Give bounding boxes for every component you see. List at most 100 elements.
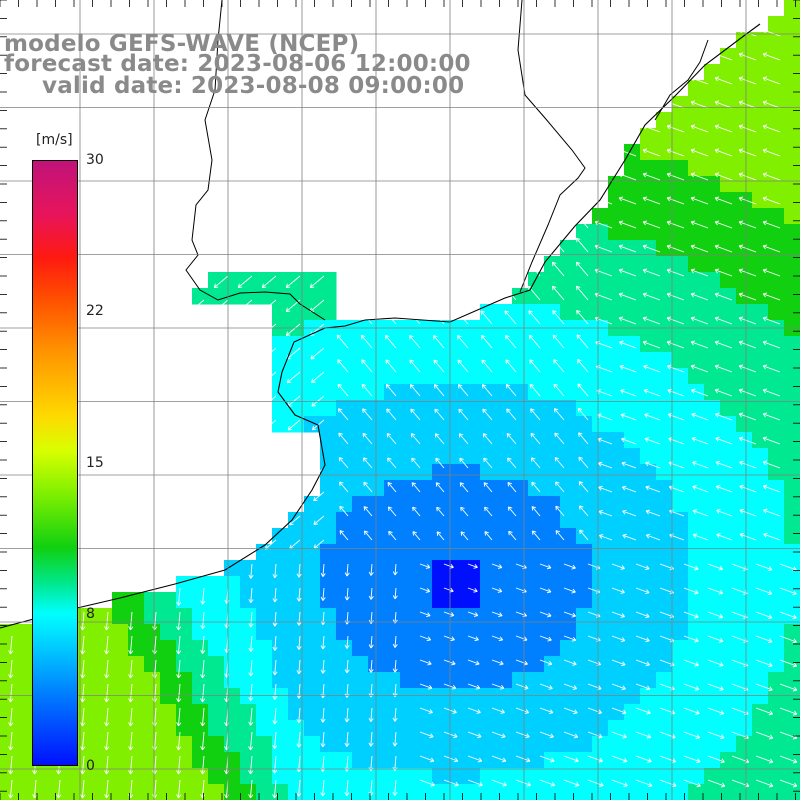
wind-arrow: [621, 485, 637, 493]
field-cell: [320, 464, 337, 481]
field-cell: [496, 304, 513, 321]
wind-arrow: [483, 457, 493, 469]
field-cell: [480, 656, 497, 673]
field-cell: [336, 448, 353, 465]
field-cell: [736, 176, 753, 193]
field-cell: [624, 576, 641, 593]
field-cell: [304, 544, 321, 561]
field-cell: [704, 64, 721, 81]
field-cell: [768, 784, 785, 800]
wind-arrow: [563, 755, 579, 763]
field-cell: [608, 704, 625, 721]
field-cell: [336, 480, 353, 497]
field-cell: [592, 480, 609, 497]
field-cell: [128, 592, 145, 609]
wind-arrow: [690, 292, 709, 301]
field-cell: [432, 752, 449, 769]
field-cell: [256, 672, 273, 689]
wind-arrow: [309, 275, 325, 289]
field-cell: [736, 688, 753, 705]
wind-arrow: [386, 433, 397, 445]
wind-arrow: [554, 457, 565, 469]
field-cell: [608, 256, 625, 273]
field-cell: [624, 688, 641, 705]
field-cell: [720, 352, 737, 369]
field-cell: [352, 416, 369, 433]
wind-arrow: [755, 587, 773, 596]
field-cell: [752, 416, 769, 433]
wind-arrow: [515, 707, 530, 714]
wind-arrow: [763, 532, 781, 541]
wind-arrow: [555, 505, 565, 517]
wind-arrow: [434, 408, 445, 421]
field-cell: [656, 208, 673, 225]
field-cell: [752, 176, 769, 193]
field-cell: [528, 448, 545, 465]
field-cell: [320, 416, 337, 433]
field-cell: [448, 416, 465, 433]
wind-arrow: [738, 196, 757, 205]
field-cell: [160, 688, 177, 705]
wind-arrow: [443, 635, 455, 642]
field-cell: [560, 416, 577, 433]
field-cell: [432, 352, 449, 369]
field-cell: [608, 448, 625, 465]
wind-arrow: [387, 506, 397, 517]
field-cell: [688, 768, 705, 785]
field-cell: [0, 704, 17, 721]
wind-arrow: [779, 779, 798, 788]
field-cell: [144, 704, 161, 721]
field-cell: [240, 768, 257, 785]
field-cell: [656, 240, 673, 257]
wind-arrow: [285, 275, 301, 289]
field-cell: [448, 576, 465, 593]
field-cell: [496, 480, 513, 497]
field-cell: [352, 464, 369, 481]
field-cell: [624, 416, 641, 433]
field-cell: [272, 592, 289, 609]
wind-arrow: [361, 359, 373, 373]
field-cell: [80, 656, 97, 673]
field-cell: [560, 288, 577, 305]
wind-arrow: [762, 484, 781, 493]
field-cell: [768, 224, 785, 241]
field-cell: [608, 480, 625, 497]
field-cell: [288, 352, 305, 369]
field-cell: [608, 208, 625, 225]
field-cell: [480, 768, 497, 785]
field-cell: [432, 480, 449, 497]
wind-arrow: [467, 587, 478, 593]
field-cell: [656, 592, 673, 609]
field-cell: [304, 528, 321, 545]
field-cell: [304, 656, 321, 673]
field-cell: [544, 672, 561, 689]
field-cell: [304, 416, 321, 433]
wind-arrow: [683, 659, 699, 667]
field-cell: [736, 640, 753, 657]
field-cell: [464, 480, 481, 497]
field-cell: [592, 368, 609, 385]
field-cell: [624, 304, 641, 321]
field-cell: [640, 448, 657, 465]
field-cell: [656, 192, 673, 209]
field-cell: [544, 368, 561, 385]
wind-arrow: [104, 611, 110, 631]
wind-arrow: [368, 563, 374, 576]
wind-arrow: [104, 731, 110, 751]
field-cell: [656, 288, 673, 305]
field-cell: [544, 304, 561, 321]
wind-arrow: [692, 485, 709, 493]
field-cell: [384, 560, 401, 577]
wind-arrow: [248, 731, 254, 751]
field-cell: [352, 720, 369, 737]
field-cell: [736, 208, 753, 225]
field-cell: [608, 640, 625, 657]
field-cell: [448, 512, 465, 529]
field-cell: [96, 656, 113, 673]
field-cell: [592, 496, 609, 513]
wind-arrow: [248, 587, 254, 603]
field-cell: [768, 736, 785, 753]
wind-arrow: [338, 457, 349, 469]
field-cell: [544, 624, 561, 641]
field-cell: [416, 704, 433, 721]
